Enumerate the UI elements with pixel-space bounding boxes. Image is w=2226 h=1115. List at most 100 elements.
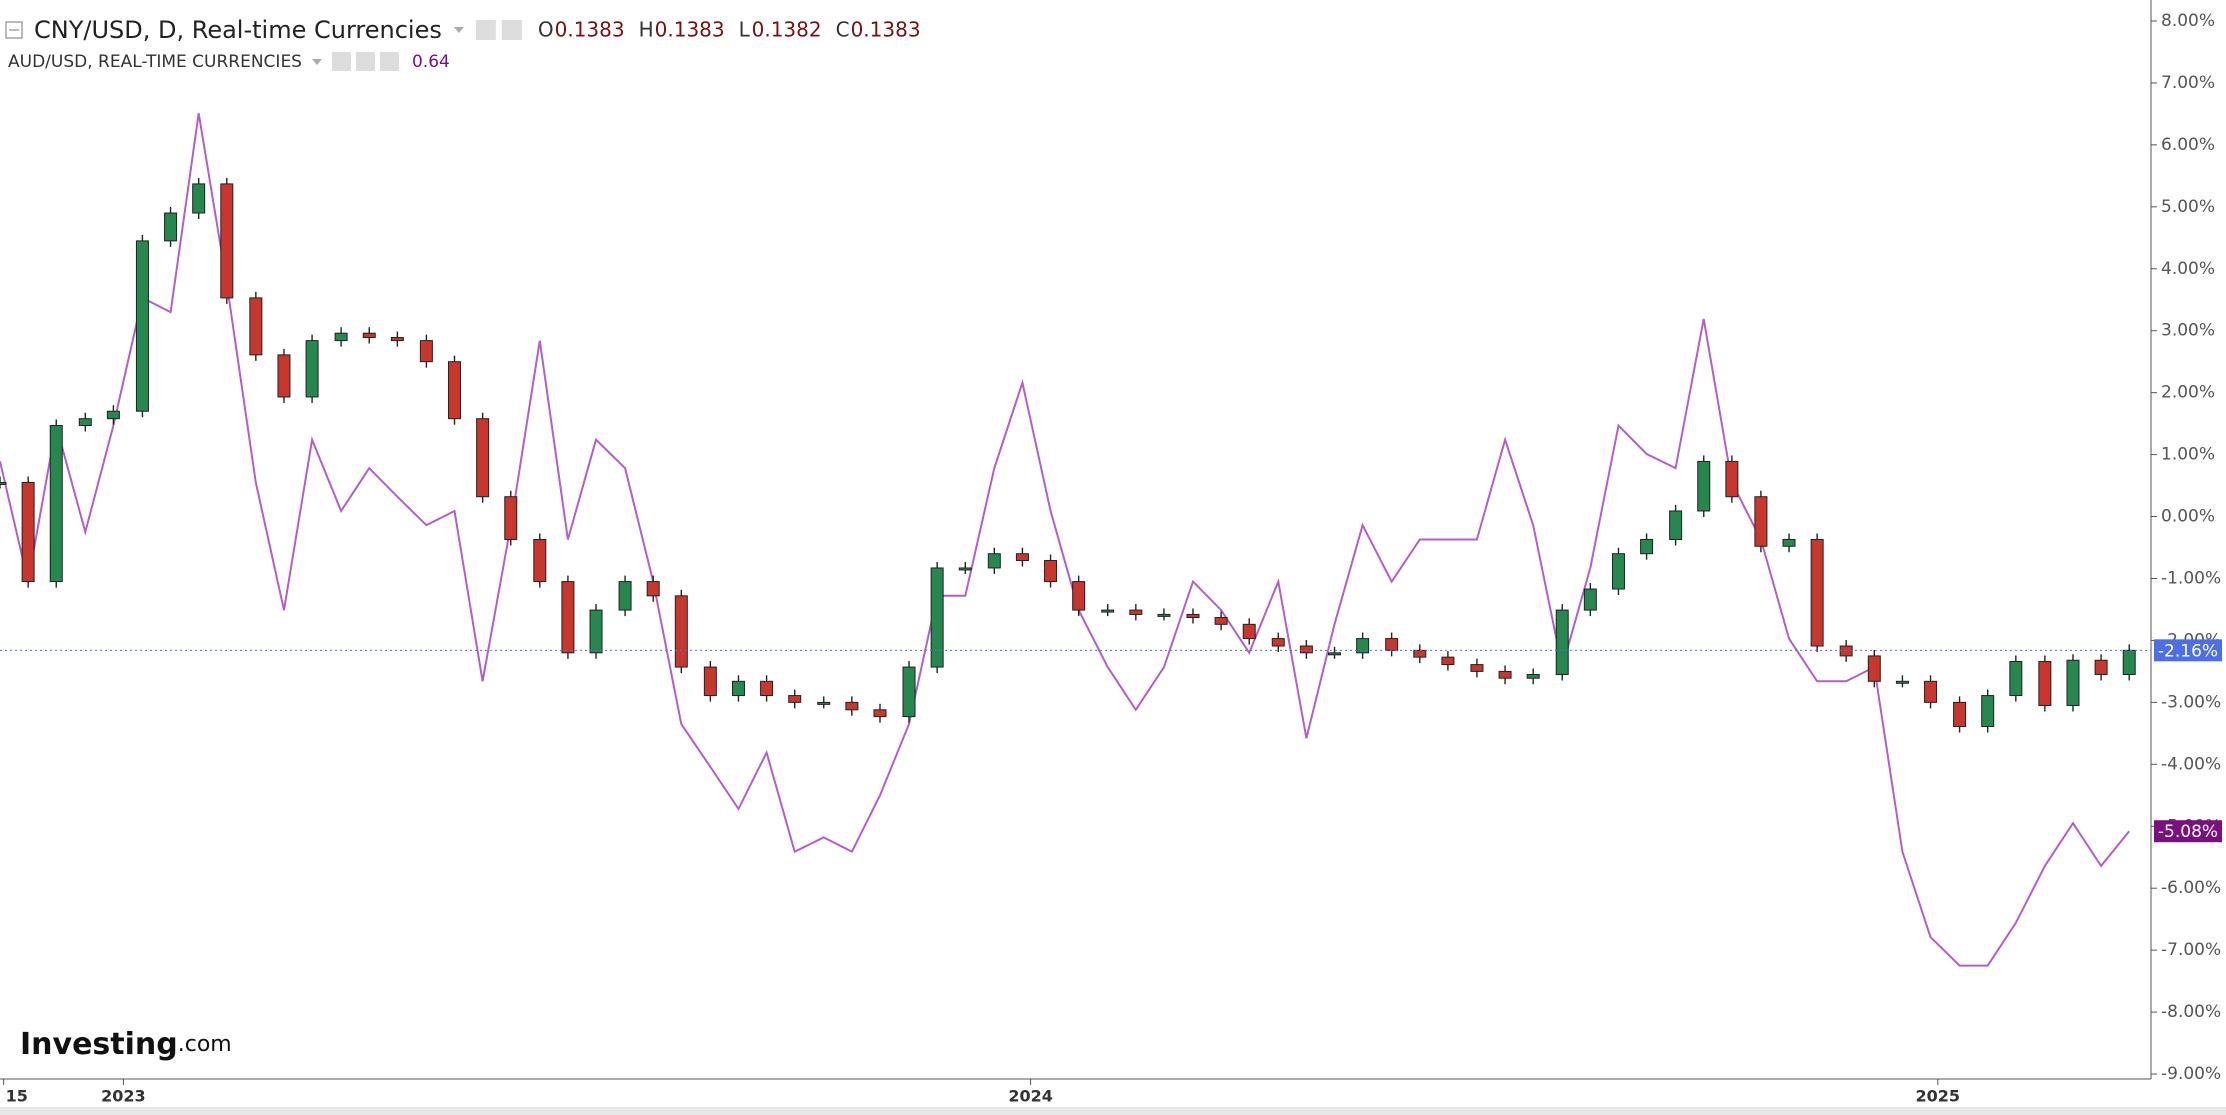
candle-body: [589, 609, 603, 654]
candle-body: [1611, 553, 1625, 590]
settings-icon[interactable]: [331, 52, 351, 71]
candle-body: [873, 709, 887, 718]
candle-body: [1810, 538, 1824, 647]
candle-body: [1782, 538, 1796, 547]
watermark-brand: Investing: [20, 1027, 178, 1062]
candle-body: [21, 481, 35, 583]
compare-series-title: AUD/USD, REAL-TIME CURRENCIES: [8, 52, 302, 72]
y-tick-label: 2.00%: [2161, 383, 2215, 403]
y-tick-label: -3.00%: [2161, 692, 2221, 712]
y-tick-label: -1.00%: [2161, 568, 2221, 588]
candle-body: [362, 332, 376, 339]
candle-body: [1299, 645, 1313, 654]
candle-body: [788, 695, 802, 703]
candle-body: [1669, 510, 1683, 540]
settings-icon[interactable]: [355, 52, 375, 71]
collapse-icon[interactable]: [5, 21, 23, 39]
series-line: [0, 113, 2130, 967]
candle-body: [1356, 638, 1370, 654]
candle-body: [390, 337, 404, 342]
candle-body: [760, 680, 774, 697]
candle-body: [277, 354, 291, 398]
ohlc-label: C: [836, 18, 850, 42]
candle-body: [987, 553, 1001, 569]
candle-body: [220, 183, 234, 299]
candle-body: [1385, 638, 1399, 651]
candle-body: [1725, 460, 1739, 498]
y-tick-label: -4.00%: [2161, 754, 2221, 774]
settings-icon[interactable]: [475, 20, 496, 40]
bottom-bar: [0, 1107, 2226, 1115]
ohlc-value: 0.1382: [752, 18, 822, 42]
candle-body: [305, 340, 319, 398]
candle-body: [1015, 553, 1029, 562]
y-tick-label: 8.00%: [2161, 11, 2215, 31]
ohlc-label: O: [538, 18, 554, 42]
x-tick-label: 2025: [1916, 1087, 1961, 1106]
candle-body: [618, 581, 632, 611]
candle-body: [561, 581, 575, 654]
y-tick-label: -8.00%: [2161, 1002, 2221, 1022]
candle-body: [476, 418, 490, 498]
ohlc-value: 0.1383: [655, 18, 725, 42]
candle-body: [2009, 660, 2023, 697]
candle-body: [1867, 655, 1881, 682]
candle-body: [1981, 695, 1995, 728]
candle-body: [106, 410, 120, 420]
candle-body: [1101, 609, 1115, 613]
y-tick-label: -7.00%: [2161, 940, 2221, 960]
candle-body: [646, 581, 660, 597]
settings-icon[interactable]: [379, 52, 399, 71]
candle-body: [902, 666, 916, 718]
candle-body: [1441, 656, 1455, 666]
candle-body: [1044, 560, 1058, 583]
y-tick-label: 7.00%: [2161, 73, 2215, 93]
candle-body: [1129, 609, 1143, 615]
settings-icon[interactable]: [501, 20, 522, 40]
candle-body: [1072, 581, 1086, 611]
candle-body: [2094, 659, 2108, 676]
candle-body: [1470, 664, 1484, 672]
ohlc-value: 0.1383: [555, 18, 625, 42]
candle-body: [1413, 649, 1427, 658]
ohlc-readout: O 0.1383 H 0.1383 L 0.1382 C 0.1383: [538, 18, 921, 42]
main-series-title: CNY/USD, D, Real-time Currencies: [34, 16, 442, 44]
candle-body: [249, 297, 263, 356]
y-tick-label: -9.00%: [2161, 1064, 2221, 1084]
ohlc-value: 0.1383: [851, 18, 921, 42]
watermark-suffix: .com: [178, 1032, 232, 1057]
candle-body: [1498, 670, 1512, 679]
candle-body: [2066, 659, 2080, 706]
y-tick-label: 5.00%: [2161, 197, 2215, 217]
y-tick-label: 1.00%: [2161, 445, 2215, 465]
x-tick-label: 15: [6, 1087, 28, 1106]
candle-body: [135, 240, 149, 412]
candle-body: [1271, 638, 1285, 647]
last-value-badge: [2154, 639, 2222, 662]
dropdown-icon: [453, 27, 464, 33]
candle-body: [1157, 613, 1171, 617]
candle-body: [2122, 649, 2136, 676]
candle-body: [674, 595, 688, 668]
candle-body: [731, 680, 745, 697]
last-value-badge: [2154, 820, 2222, 843]
last-value-label: -2.16%: [2158, 641, 2218, 661]
candle-body: [930, 567, 944, 668]
candle-body: [1328, 652, 1342, 656]
candle-body: [1214, 617, 1228, 625]
compare-series-price: 0.64: [412, 52, 450, 72]
y-tick-label: 6.00%: [2161, 135, 2215, 155]
last-value-label: -5.08%: [2158, 822, 2218, 842]
candle-body: [504, 496, 518, 540]
candle-body: [1555, 609, 1569, 676]
ohlc-label: H: [639, 18, 654, 42]
candle-body: [1924, 680, 1938, 703]
candle-body: [49, 424, 63, 583]
x-tick-label: 2023: [101, 1087, 146, 1106]
candle-body: [1754, 496, 1768, 547]
candle-body: [1242, 623, 1256, 640]
candle-body: [1839, 645, 1853, 657]
